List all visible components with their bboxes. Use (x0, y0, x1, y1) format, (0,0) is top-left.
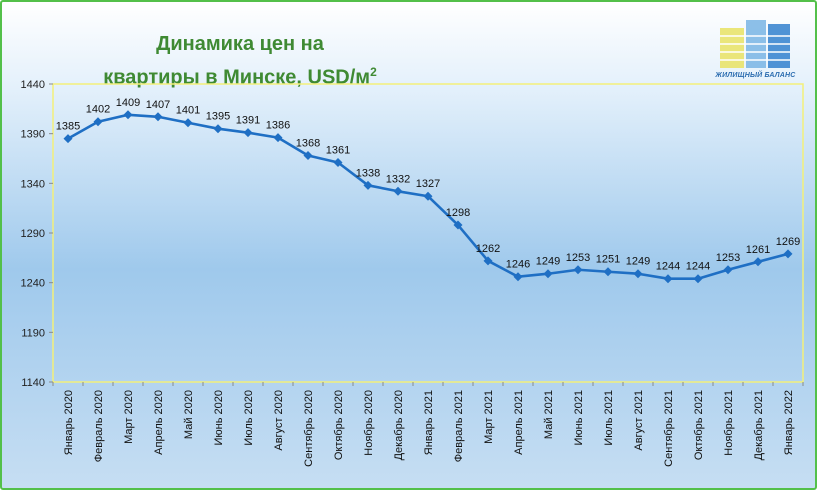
data-label: 1332 (386, 173, 410, 185)
data-label: 1261 (746, 244, 770, 256)
data-point-marker (453, 220, 463, 230)
logo-text: ЖИЛИЩНЫЙ БАЛАНС (715, 72, 796, 79)
zhilishchny-balans-logo-icon (720, 20, 790, 68)
data-label: 1401 (176, 105, 200, 117)
data-point-marker (273, 133, 283, 143)
data-label: 1409 (116, 97, 140, 109)
title-superscript: 2 (370, 65, 377, 79)
title-line-2: квартиры в Минске, USD/м (103, 66, 371, 89)
x-tick-label: Январь 2021 (423, 390, 435, 455)
plot-area-border (52, 83, 804, 383)
x-tick-label: Октябрь 2020 (333, 390, 345, 460)
data-label: 1407 (146, 99, 170, 111)
data-point-marker (663, 274, 673, 284)
x-tick-label: Январь 2020 (63, 390, 75, 455)
x-tick-label: Август 2021 (633, 390, 645, 451)
x-tick-label: Сентябрь 2021 (663, 390, 675, 467)
x-tick-label: Апрель 2021 (513, 390, 525, 455)
data-label: 1298 (446, 207, 470, 219)
data-point-marker (543, 269, 553, 279)
data-point-marker (723, 265, 733, 275)
x-tick-label: Декабрь 2021 (753, 390, 765, 460)
x-tick-label: Май 2020 (183, 390, 195, 439)
y-tick-label: 1240 (21, 278, 45, 290)
data-label: 1251 (596, 254, 620, 266)
data-point-marker (183, 118, 193, 128)
data-point-marker (123, 110, 133, 120)
data-label: 1338 (356, 167, 380, 179)
data-point-marker (393, 186, 403, 196)
title-line-1: Динамика цен на (156, 33, 324, 55)
data-label: 1269 (776, 236, 800, 248)
data-point-marker (633, 269, 643, 279)
y-tick-label: 1140 (21, 377, 45, 389)
data-label: 1262 (476, 243, 500, 255)
data-point-marker (243, 128, 253, 138)
data-point-marker (573, 265, 583, 275)
y-tick-label: 1190 (21, 327, 45, 339)
x-tick-label: Август 2020 (273, 390, 285, 451)
data-label: 1244 (656, 261, 680, 273)
x-tick-label: Февраль 2020 (93, 390, 105, 462)
y-tick-label: 1340 (21, 178, 45, 190)
data-label: 1402 (86, 104, 110, 116)
x-tick-label: Май 2021 (543, 390, 555, 439)
data-point-marker (603, 267, 613, 277)
data-label: 1253 (716, 252, 740, 264)
data-point-marker (423, 191, 433, 201)
data-point-marker (513, 272, 523, 282)
data-label: 1386 (266, 120, 290, 132)
data-point-marker (333, 157, 343, 167)
x-tick-label: Апрель 2020 (153, 390, 165, 455)
x-tick-label: Ноябрь 2020 (363, 390, 375, 456)
data-point-marker (153, 112, 163, 122)
y-tick-label: 1390 (21, 129, 45, 141)
x-tick-label: Сентябрь 2020 (303, 390, 315, 467)
data-label: 1395 (206, 111, 230, 123)
x-tick-label: Октябрь 2021 (693, 390, 705, 460)
data-label: 1327 (416, 178, 440, 190)
data-label: 1249 (536, 256, 560, 268)
x-tick-label: Декабрь 2020 (393, 390, 405, 460)
x-tick-label: Март 2021 (483, 390, 495, 444)
x-tick-label: Июнь 2021 (573, 390, 585, 446)
x-tick-label: Июль 2021 (603, 390, 615, 446)
data-point-marker (753, 257, 763, 267)
data-label: 1391 (236, 115, 260, 127)
x-tick-label: Январь 2022 (783, 390, 795, 455)
data-point-marker (303, 151, 313, 161)
data-label: 1361 (326, 144, 350, 156)
x-tick-label: Февраль 2021 (453, 390, 465, 462)
y-tick-label: 1440 (21, 79, 45, 91)
data-label: 1385 (56, 121, 80, 133)
data-point-marker (363, 180, 373, 190)
data-point-marker (213, 124, 223, 134)
chart-title: Динамика цен на квартиры в Минске, USD/м… (60, 30, 420, 92)
x-tick-label: Март 2020 (123, 390, 135, 444)
data-label: 1244 (686, 261, 710, 273)
data-point-marker (93, 117, 103, 127)
data-label: 1368 (296, 138, 320, 150)
data-point-marker (63, 134, 73, 144)
data-label: 1249 (626, 256, 650, 268)
data-point-marker (693, 274, 703, 284)
x-tick-label: Июль 2020 (243, 390, 255, 446)
data-point-marker (483, 256, 493, 266)
data-point-marker (783, 249, 793, 259)
x-tick-label: Июнь 2020 (213, 390, 225, 446)
y-tick-label: 1290 (21, 228, 45, 240)
x-tick-label: Ноябрь 2021 (723, 390, 735, 456)
data-label: 1246 (506, 259, 530, 271)
data-label: 1253 (566, 252, 590, 264)
